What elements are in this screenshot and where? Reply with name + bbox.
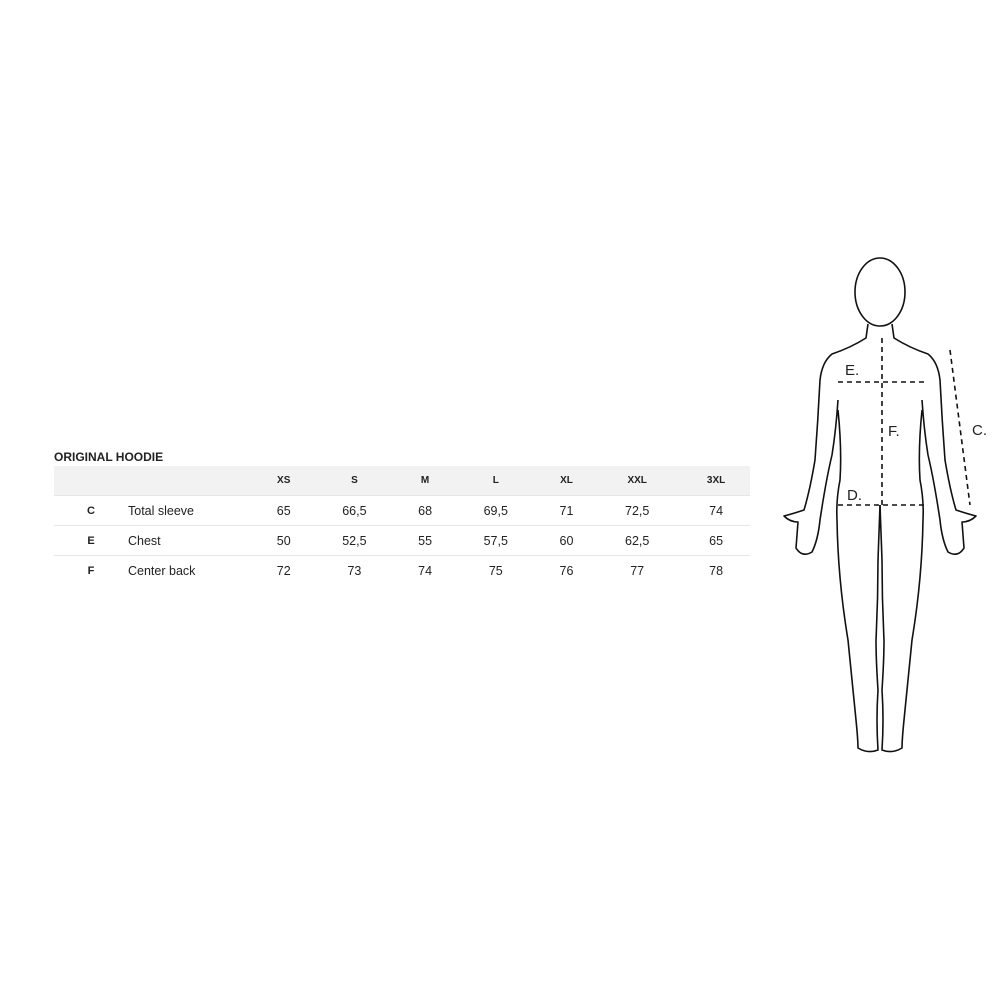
- body-outline-left: [783, 323, 881, 753]
- table-row: F Center back 72 73 74 75 76 77 78: [54, 555, 750, 585]
- header-cell: L: [450, 466, 541, 496]
- body-outline-right: [879, 323, 977, 753]
- size-table: XS S M L XL XXL 3XL C Total sleeve 65 66,5 6…: [54, 466, 750, 585]
- header-cell: [128, 466, 258, 496]
- label-f: F.: [888, 423, 900, 440]
- header-cell: XXL: [592, 466, 683, 496]
- size-value-cell: 77: [592, 555, 683, 585]
- header-cell: XL: [540, 466, 593, 496]
- size-value-cell: 65: [258, 495, 310, 526]
- size-value-cell: 76: [540, 555, 593, 585]
- size-value-cell: 74: [682, 495, 750, 526]
- size-value-cell: 74: [399, 555, 451, 585]
- label-e: E.: [845, 362, 859, 379]
- measurement-label: Chest: [128, 525, 258, 556]
- header-cell: XS: [258, 466, 310, 496]
- size-value-cell: 55: [399, 525, 451, 556]
- size-value-cell: 75: [450, 555, 541, 585]
- product-title: ORIGINAL HOODIE: [54, 450, 164, 464]
- size-value-cell: 72: [258, 555, 310, 585]
- header-cell: 3XL: [682, 466, 750, 496]
- size-value-cell: 62,5: [592, 525, 683, 556]
- size-value-cell: 69,5: [450, 495, 541, 526]
- size-value-cell: 60: [540, 525, 593, 556]
- measurement-label: Total sleeve: [128, 495, 258, 526]
- head-outline: [854, 257, 906, 327]
- measurement-code: E: [54, 525, 128, 556]
- size-value-cell: 65: [682, 525, 750, 556]
- size-value-cell: 52,5: [309, 525, 400, 556]
- header-cell: S: [309, 466, 400, 496]
- header-cell: [54, 466, 128, 496]
- table-row: C Total sleeve 65 66,5 68 69,5 71 72,5 74: [54, 495, 750, 526]
- size-value-cell: 57,5: [450, 525, 541, 556]
- header-cell: M: [399, 466, 451, 496]
- size-value-cell: 72,5: [592, 495, 683, 526]
- measurement-code: C: [54, 495, 128, 526]
- table-header-row: XS S M L XL XXL 3XL: [54, 466, 750, 496]
- label-c: C.: [972, 422, 987, 439]
- size-value-cell: 66,5: [309, 495, 400, 526]
- size-value-cell: 71: [540, 495, 593, 526]
- size-value-cell: 68: [399, 495, 451, 526]
- sleeve-line: [949, 349, 971, 506]
- label-d: D.: [847, 487, 862, 504]
- size-value-cell: 78: [682, 555, 750, 585]
- table-row: E Chest 50 52,5 55 57,5 60 62,5 65: [54, 525, 750, 556]
- size-value-cell: 73: [309, 555, 400, 585]
- measurement-label: Center back: [128, 555, 258, 585]
- size-value-cell: 50: [258, 525, 310, 556]
- measurement-code: F: [54, 555, 128, 585]
